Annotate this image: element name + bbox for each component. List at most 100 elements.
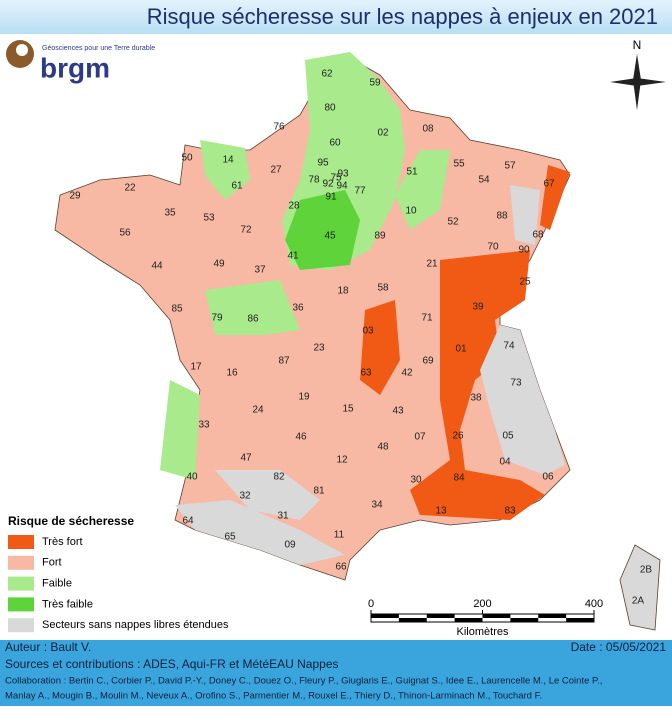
zone-faible	[160, 380, 200, 480]
department-label: 08	[422, 124, 434, 135]
zone-sans-nappes	[480, 325, 565, 475]
department-label: 68	[532, 230, 544, 241]
department-label: 91	[325, 192, 337, 203]
department-label: 07	[414, 432, 426, 443]
department-label: 70	[487, 242, 499, 253]
scale-bar-segment	[538, 614, 567, 618]
department-label: 41	[287, 251, 299, 262]
department-label: 12	[336, 455, 348, 466]
department-label: 79	[211, 313, 223, 324]
department-label: 63	[360, 368, 372, 379]
department-label: 18	[337, 286, 349, 297]
department-label: 89	[374, 231, 386, 242]
logo-tagline: Géosciences pour une Terre durable	[42, 45, 155, 52]
department-label: 34	[371, 500, 383, 511]
scale-bar-segment	[398, 618, 427, 622]
department-label: 09	[284, 540, 296, 551]
department-label: 35	[164, 208, 176, 219]
scale-bar-segment	[371, 614, 399, 618]
department-label: 92	[322, 179, 334, 190]
department-label: 48	[377, 442, 389, 453]
scale-bar-segment	[426, 614, 455, 618]
logo-name: brgm	[40, 52, 110, 83]
department-label: 82	[273, 472, 285, 483]
department-label: 05	[502, 431, 514, 442]
department-label: 19	[298, 392, 310, 403]
department-label: 30	[410, 475, 422, 486]
legend-swatch	[8, 535, 34, 549]
zone-tres-fort	[410, 250, 545, 520]
scale-bar: 0 200 400 Kilomètres	[368, 598, 603, 638]
department-label: 22	[124, 183, 136, 194]
legend-swatch	[8, 597, 34, 612]
date: Date : 05/05/2021	[571, 640, 667, 654]
department-label: 14	[222, 155, 234, 166]
department-label: 85	[171, 304, 183, 315]
department-label: 77	[354, 186, 366, 197]
department-label: 29	[69, 191, 81, 202]
legend-label: Très faible	[42, 598, 93, 610]
department-label: 37	[254, 265, 266, 276]
department-label: 78	[308, 175, 320, 186]
department-label: 51	[406, 167, 418, 178]
department-label: 64	[182, 516, 194, 527]
department-label: 93	[337, 169, 349, 180]
department-label: 67	[543, 179, 555, 190]
department-label: 44	[151, 261, 163, 272]
department-label: 58	[377, 283, 389, 294]
zone-sans-nappes	[175, 500, 345, 565]
department-label: 50	[181, 153, 193, 164]
department-label: 23	[313, 343, 325, 354]
department-label: 65	[224, 532, 236, 543]
department-label: 42	[401, 368, 413, 379]
legend-label: Faible	[42, 578, 72, 590]
department-label: 80	[324, 103, 336, 114]
department-label: 21	[426, 259, 438, 270]
department-label: 52	[447, 217, 459, 228]
legend-label: Fort	[42, 557, 62, 569]
department-label: 59	[369, 78, 381, 89]
department-label: 53	[203, 213, 215, 224]
department-label: 2A	[632, 596, 645, 607]
department-label: 71	[421, 313, 433, 324]
legend-label: Très fort	[42, 536, 83, 548]
department-label: 57	[504, 161, 516, 172]
zone-tres-fort	[360, 300, 400, 395]
zone-tres-faible	[285, 190, 360, 270]
department-label: 72	[240, 225, 252, 236]
scale-bar-segment	[454, 618, 483, 622]
compass-label: N	[633, 38, 642, 52]
scale-bar-segment	[510, 618, 539, 622]
department-label: 40	[186, 472, 198, 483]
department-label: 62	[321, 69, 333, 80]
department-label: 45	[324, 231, 336, 242]
zone-sans-nappes	[510, 185, 540, 245]
department-label: 76	[273, 122, 285, 133]
department-label: 87	[278, 356, 290, 367]
zone-faible	[395, 150, 450, 230]
author: Auteur : Bault V.	[5, 640, 91, 654]
department-label: 17	[190, 362, 202, 373]
department-label: 16	[226, 368, 238, 379]
department-label: 46	[295, 432, 307, 443]
department-label: 84	[453, 473, 465, 484]
title-bar	[0, 0, 672, 34]
department-label: 24	[252, 405, 264, 416]
department-label: 66	[335, 562, 347, 573]
department-label: 49	[213, 259, 225, 270]
department-label: 10	[405, 206, 417, 217]
department-label: 32	[239, 491, 251, 502]
department-label: 25	[519, 277, 531, 288]
collaboration: Manlay A., Mougin B., Moulin M., Neveux …	[5, 691, 542, 702]
legend-swatch	[8, 576, 34, 591]
scale-bar-segment	[482, 614, 511, 618]
department-label: 31	[277, 511, 289, 522]
department-label: 11	[334, 530, 345, 541]
department-label: 73	[510, 378, 522, 389]
department-label: 61	[231, 181, 243, 192]
scale-bar-segment	[566, 618, 594, 622]
department-label: 69	[422, 356, 434, 367]
department-label: 56	[119, 228, 131, 239]
